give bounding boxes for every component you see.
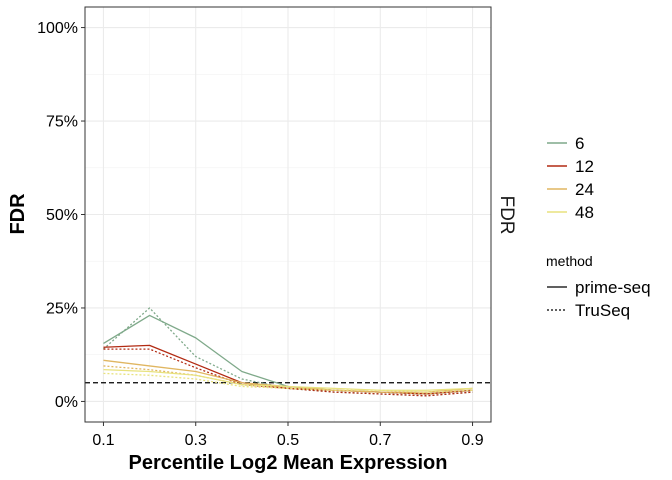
series-line-6-truseq: [103, 307, 473, 397]
x-axis-label: Percentile Log2 Mean Expression: [129, 452, 448, 474]
grid-lines: [85, 7, 491, 422]
series-lines: [103, 307, 473, 397]
legend-label-48: 48: [575, 203, 594, 222]
y-tick-label: 100%: [37, 20, 78, 37]
legend-title-method: method: [546, 253, 593, 269]
y-tick-label: 25%: [46, 300, 78, 317]
legend: 6 12 24 48 method prime-seq TruSeq: [546, 134, 651, 320]
series-line-48-truseq: [103, 372, 473, 393]
facet-strip-label: FDR: [496, 195, 517, 234]
y-tick-label: 50%: [46, 207, 78, 224]
x-tick-label: 0.5: [277, 432, 299, 449]
legend-label-6: 6: [575, 134, 584, 153]
legend-label-24: 24: [575, 180, 594, 199]
y-tick-label: 0%: [55, 394, 78, 411]
legend-label-12: 12: [575, 157, 594, 176]
y-tick-label: 75%: [46, 114, 78, 131]
series-line-24-truseq: [103, 365, 473, 395]
y-axis-label: FDR: [7, 193, 29, 235]
x-tick-label: 0.3: [185, 432, 207, 449]
x-tick-label: 0.9: [461, 432, 483, 449]
x-tick-label: 0.1: [92, 432, 114, 449]
x-tick-label: 0.7: [369, 432, 391, 449]
legend-label-prime-seq: prime-seq: [575, 278, 651, 297]
axes: 0.1 0.3 0.5 0.7 0.9 0% 25% 50% 75% 100%: [37, 20, 484, 449]
series-line-48-prime-seq: [103, 369, 473, 391]
legend-label-truseq: TruSeq: [575, 301, 630, 320]
